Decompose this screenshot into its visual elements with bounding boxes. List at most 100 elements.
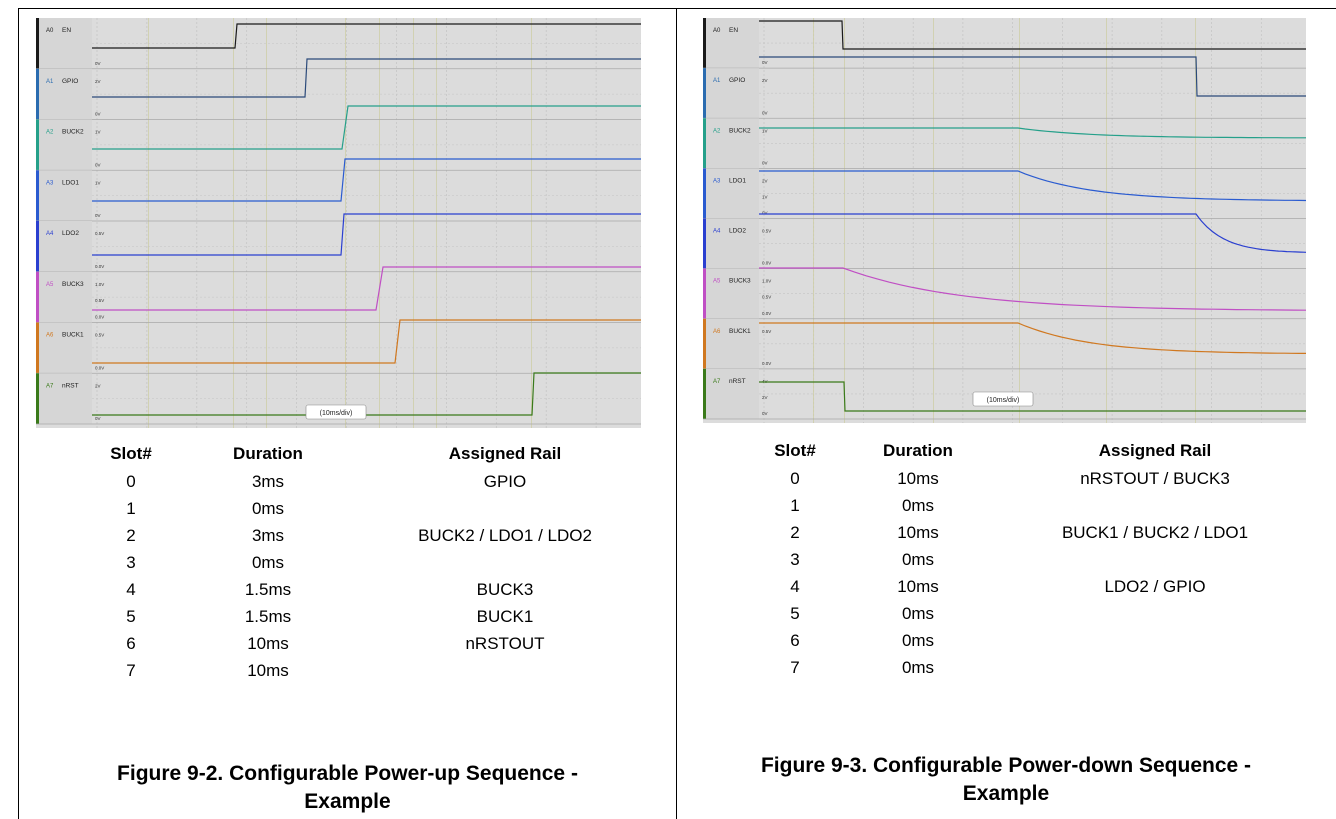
channel-id-label: A2	[713, 128, 721, 134]
channel-name-label: BUCK1	[62, 332, 84, 339]
slot-cell: 0	[126, 471, 136, 491]
waveform-trace	[759, 127, 1306, 139]
channel-ldo1: A3 LDO1 1V 0V	[36, 158, 641, 222]
slot-header: Slot#	[110, 444, 152, 463]
caption-line-1: Figure 9-2. Configurable Power-up Sequen…	[117, 762, 578, 785]
table-header-row: Slot# Duration Assigned Rail	[752, 437, 1312, 465]
channel-name-label: BUCK3	[729, 278, 751, 285]
tick-label: 0.0V	[762, 311, 771, 316]
slot-cell: 7	[790, 657, 800, 677]
caption-line-2: Example	[962, 782, 1050, 805]
tick-label: 0V	[95, 213, 101, 218]
table-row: 7 10ms	[88, 657, 648, 684]
slot-cell: 5	[126, 606, 136, 626]
waveform-trace	[92, 319, 641, 364]
duration-cell: 3ms	[251, 471, 285, 491]
rail-cell	[998, 627, 1312, 654]
assigned-rail-header: Assigned Rail	[1098, 441, 1212, 460]
channel-buck2: A2 BUCK2 1V 0V	[703, 118, 1306, 169]
power-up-slot-table: Slot# Duration Assigned Rail 0 3ms GPIO 1 0m…	[88, 440, 648, 684]
rail-cell: LDO2 / GPIO	[1104, 576, 1206, 596]
duration-cell: 0ms	[251, 552, 285, 572]
slot-cell: 1	[126, 498, 136, 518]
rail-cell	[998, 492, 1312, 519]
tick-label: 0V	[95, 61, 101, 66]
duration-cell: 0ms	[901, 549, 935, 569]
waveform-trace	[92, 372, 641, 416]
tick-label: 2V	[762, 78, 768, 83]
tick-label: 0V	[95, 162, 101, 167]
channel-id-label: A6	[713, 329, 721, 335]
slot-cell: 6	[126, 633, 136, 653]
channel-buck3: A5 BUCK3 1.0V 0.5V 0.0V	[703, 267, 1306, 320]
slot-cell: 4	[790, 576, 800, 596]
channel-name-label: BUCK3	[62, 281, 84, 288]
tick-label: 0.5V	[95, 298, 104, 303]
channel-name-label: nRST	[729, 378, 746, 385]
channel-name-label: LDO1	[62, 179, 79, 186]
channel-name-label: nRST	[62, 382, 79, 389]
tick-label: 0.0V	[95, 365, 104, 370]
tick-label: 2V	[762, 395, 768, 400]
rail-cell: BUCK2 / LDO1 / LDO2	[418, 525, 592, 545]
table-row: 0 10ms nRSTOUT / BUCK3	[752, 465, 1312, 492]
tick-label: 0V	[95, 112, 101, 117]
power-down-scope: A0 EN 0V A1 GPIO 2V 0V A2 BUCK2 1V 0V A3 LDO1 2V 1V 0V A…	[703, 18, 1306, 423]
duration-cell: 0ms	[251, 498, 285, 518]
tick-label: 1V	[762, 128, 768, 133]
channel-en: A0 EN 0V	[36, 18, 641, 70]
channel-id-label: A0	[46, 28, 54, 34]
channel-ldo1: A3 LDO1 2V 1V 0V	[703, 168, 1306, 219]
power-down-caption: Figure 9-3. Configurable Power-down Sequ…	[678, 752, 1334, 808]
table-row: 6 10ms nRSTOUT	[88, 630, 648, 657]
duration-cell: 10ms	[247, 660, 289, 680]
timebase-label: (10ms/div)	[972, 391, 1034, 407]
channel-ldo2: A4 LDO2 0.5V 0.0V	[36, 213, 641, 273]
table-row: 0 3ms GPIO	[88, 468, 648, 495]
waveform-trace	[759, 267, 1306, 311]
duration-cell: 0ms	[901, 603, 935, 623]
waveform-trace	[92, 23, 641, 49]
slot-cell: 2	[790, 522, 800, 542]
rail-cell	[362, 657, 648, 684]
channel-buck1: A6 BUCK1 0.5V 0.0V	[703, 318, 1306, 370]
waveform-trace	[759, 322, 1306, 354]
tick-label: 0V	[762, 411, 768, 416]
tick-label: 1V	[762, 194, 768, 199]
duration-header: Duration	[883, 441, 953, 460]
table-row: 4 1.5ms BUCK3	[88, 576, 648, 603]
table-row: 7 0ms	[752, 654, 1312, 681]
rail-cell: nRSTOUT / BUCK3	[1080, 468, 1230, 488]
channel-id-label: A3	[46, 180, 54, 186]
channel-name-label: BUCK1	[729, 328, 751, 335]
channel-id-label: A4	[46, 231, 54, 237]
channel-name-label: LDO2	[729, 228, 746, 235]
channel-name-label: BUCK2	[729, 127, 751, 134]
channel-name-label: EN	[62, 27, 71, 34]
tick-label: 0V	[762, 110, 768, 115]
rail-cell: BUCK1 / BUCK2 / LDO1	[1061, 522, 1249, 542]
tick-label: 0.5V	[762, 229, 771, 234]
duration-cell: 10ms	[247, 633, 289, 653]
channel-id-label: A4	[713, 229, 721, 235]
tick-label: 0.5V	[762, 329, 771, 334]
tick-label: 0V	[762, 160, 768, 165]
duration-cell: 1.5ms	[244, 606, 292, 626]
duration-header: Duration	[233, 444, 303, 463]
table-row: 1 0ms	[88, 495, 648, 522]
tick-label: 2V	[95, 79, 101, 84]
channel-id-label: A5	[713, 279, 721, 285]
slot-cell: 4	[126, 579, 136, 599]
channel-name-label: GPIO	[729, 77, 745, 84]
waveform-trace	[92, 213, 641, 256]
channel-buck2: A2 BUCK2 1V 0V	[36, 105, 641, 171]
top-border	[18, 8, 1336, 9]
channel-gpio: A1 GPIO 2V 0V	[703, 56, 1306, 119]
svg-text:(10ms/div): (10ms/div)	[987, 397, 1020, 404]
duration-cell: 0ms	[901, 495, 935, 515]
channel-id-label: A7	[713, 379, 721, 385]
waveform-trace	[759, 213, 1306, 253]
slot-cell: 0	[790, 468, 800, 488]
tick-label: 0.5V	[95, 333, 104, 338]
